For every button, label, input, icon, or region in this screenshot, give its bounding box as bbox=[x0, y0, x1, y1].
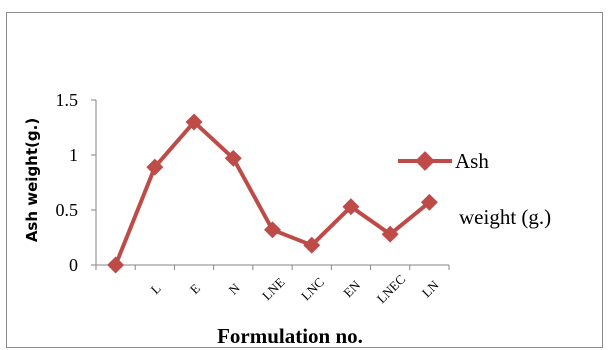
x-category-label: EN bbox=[340, 277, 363, 300]
x-category-label: E bbox=[187, 281, 203, 297]
chart-frame bbox=[6, 12, 603, 348]
data-point-marker bbox=[107, 256, 125, 274]
y-tick-labels: 0 0.5 1 1.5 bbox=[56, 90, 79, 275]
x-category-label: LNE bbox=[259, 275, 288, 304]
data-point-marker bbox=[303, 236, 321, 254]
x-category-label: L bbox=[148, 281, 164, 297]
series-line bbox=[113, 120, 431, 266]
data-point-marker bbox=[185, 113, 203, 131]
legend-label-line2: weight (g.) bbox=[459, 205, 551, 229]
data-point-marker bbox=[146, 158, 164, 176]
data-point-marker bbox=[224, 149, 242, 167]
x-category-label: LNC bbox=[298, 274, 327, 303]
legend: Ash weight (g.) bbox=[398, 149, 551, 229]
x-category-label: N bbox=[225, 280, 243, 298]
data-point-marker bbox=[381, 225, 399, 243]
series-group bbox=[107, 113, 438, 274]
y-tick-label: 0 bbox=[69, 255, 78, 275]
y-axis-title: Ash weight(g.) bbox=[23, 118, 41, 242]
x-axis-title: Formulation no. bbox=[217, 324, 363, 348]
y-tick-label: 0.5 bbox=[56, 200, 79, 220]
legend-label-line1: Ash bbox=[455, 149, 489, 173]
x-category-labels: L E N LNE LNC EN LNEC LN bbox=[148, 272, 443, 307]
data-point-marker bbox=[342, 198, 360, 216]
x-category-label: LN bbox=[419, 277, 442, 300]
y-tick-label: 1 bbox=[69, 145, 78, 165]
y-tick-label: 1.5 bbox=[56, 90, 79, 110]
data-point-marker bbox=[264, 221, 281, 239]
axes bbox=[91, 99, 450, 270]
legend-marker-swatch bbox=[415, 151, 435, 171]
x-category-label: LNEC bbox=[374, 272, 409, 307]
data-point-marker bbox=[420, 193, 438, 211]
